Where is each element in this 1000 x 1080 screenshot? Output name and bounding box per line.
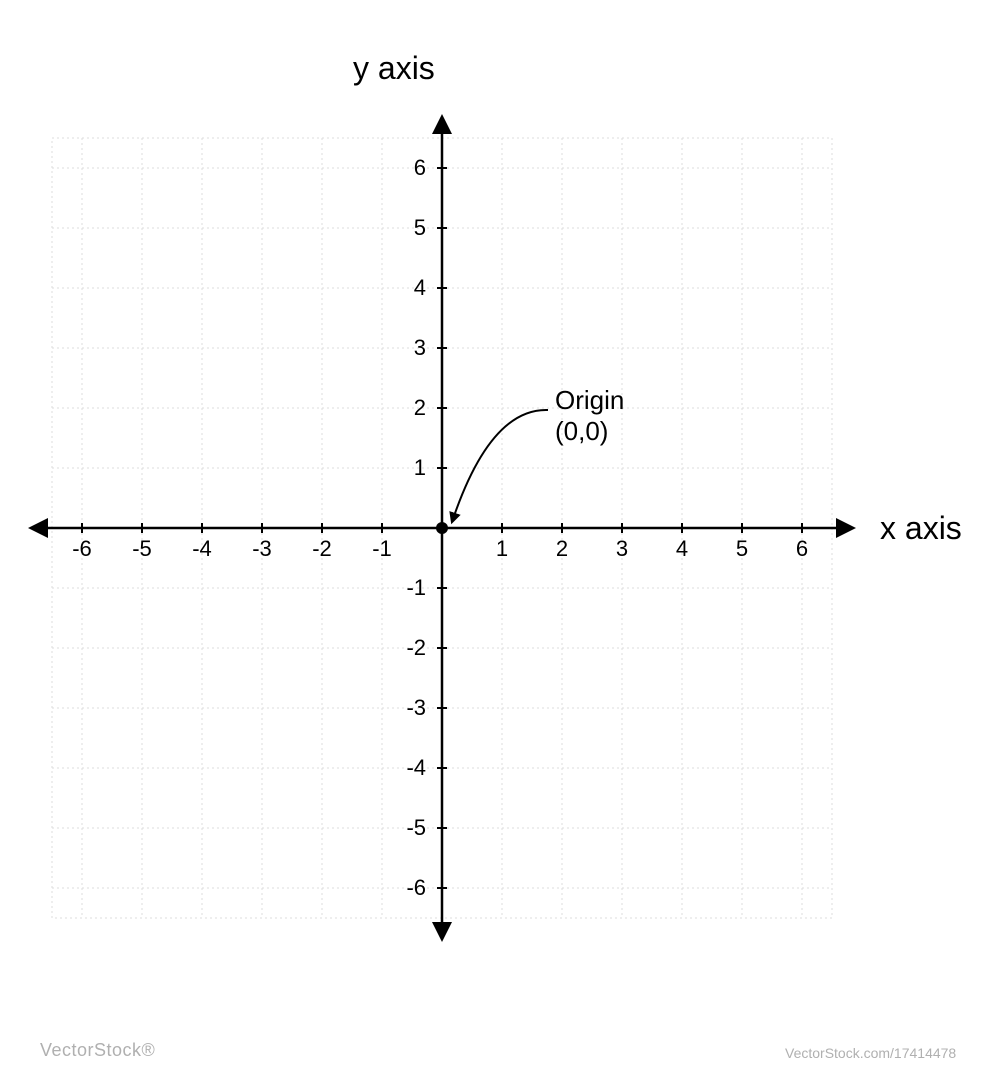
y-tick-label: -3 <box>406 695 426 720</box>
y-tick-label: -5 <box>406 815 426 840</box>
image-id-text: VectorStock.com/17414478 <box>785 1045 956 1061</box>
y-tick-label: -6 <box>406 875 426 900</box>
x-tick-label: -6 <box>72 536 92 561</box>
chart-svg: -6 -5 -4 -3 -2 -1 1 2 3 4 5 6 -6 -5 -4 -3 -2 -1 1 2 3 4 5 6 <box>0 0 1000 1080</box>
x-tick-label: -1 <box>372 536 392 561</box>
x-tick-label: 1 <box>496 536 508 561</box>
y-tick-label: 4 <box>414 275 426 300</box>
x-tick-label: 4 <box>676 536 688 561</box>
x-tick-label: 2 <box>556 536 568 561</box>
y-tick-label: 6 <box>414 155 426 180</box>
y-tick-label: 2 <box>414 395 426 420</box>
origin-annotation-line2: (0,0) <box>555 416 608 446</box>
x-tick-label: -3 <box>252 536 272 561</box>
annotation-arrow <box>452 410 548 522</box>
x-tick-label: 6 <box>796 536 808 561</box>
origin-annotation: Origin (0,0) <box>555 385 624 447</box>
x-axis-title: x axis <box>880 510 962 547</box>
x-tick-label: -2 <box>312 536 332 561</box>
x-tick-label: -5 <box>132 536 152 561</box>
cartesian-plane-chart: -6 -5 -4 -3 -2 -1 1 2 3 4 5 6 -6 -5 -4 -3 -2 -1 1 2 3 4 5 6 y a… <box>0 0 1000 1080</box>
y-tick-label: -4 <box>406 755 426 780</box>
origin-annotation-line1: Origin <box>555 385 624 415</box>
x-tick-label: 3 <box>616 536 628 561</box>
y-tick-label: -1 <box>406 575 426 600</box>
y-tick-label: 3 <box>414 335 426 360</box>
x-tick-label: 5 <box>736 536 748 561</box>
origin-point <box>436 522 448 534</box>
y-tick-label: 5 <box>414 215 426 240</box>
x-tick-label: -4 <box>192 536 212 561</box>
watermark-text: VectorStock® <box>40 1040 155 1061</box>
y-tick-label: 1 <box>414 455 426 480</box>
y-axis-title: y axis <box>353 50 435 87</box>
y-tick-label: -2 <box>406 635 426 660</box>
